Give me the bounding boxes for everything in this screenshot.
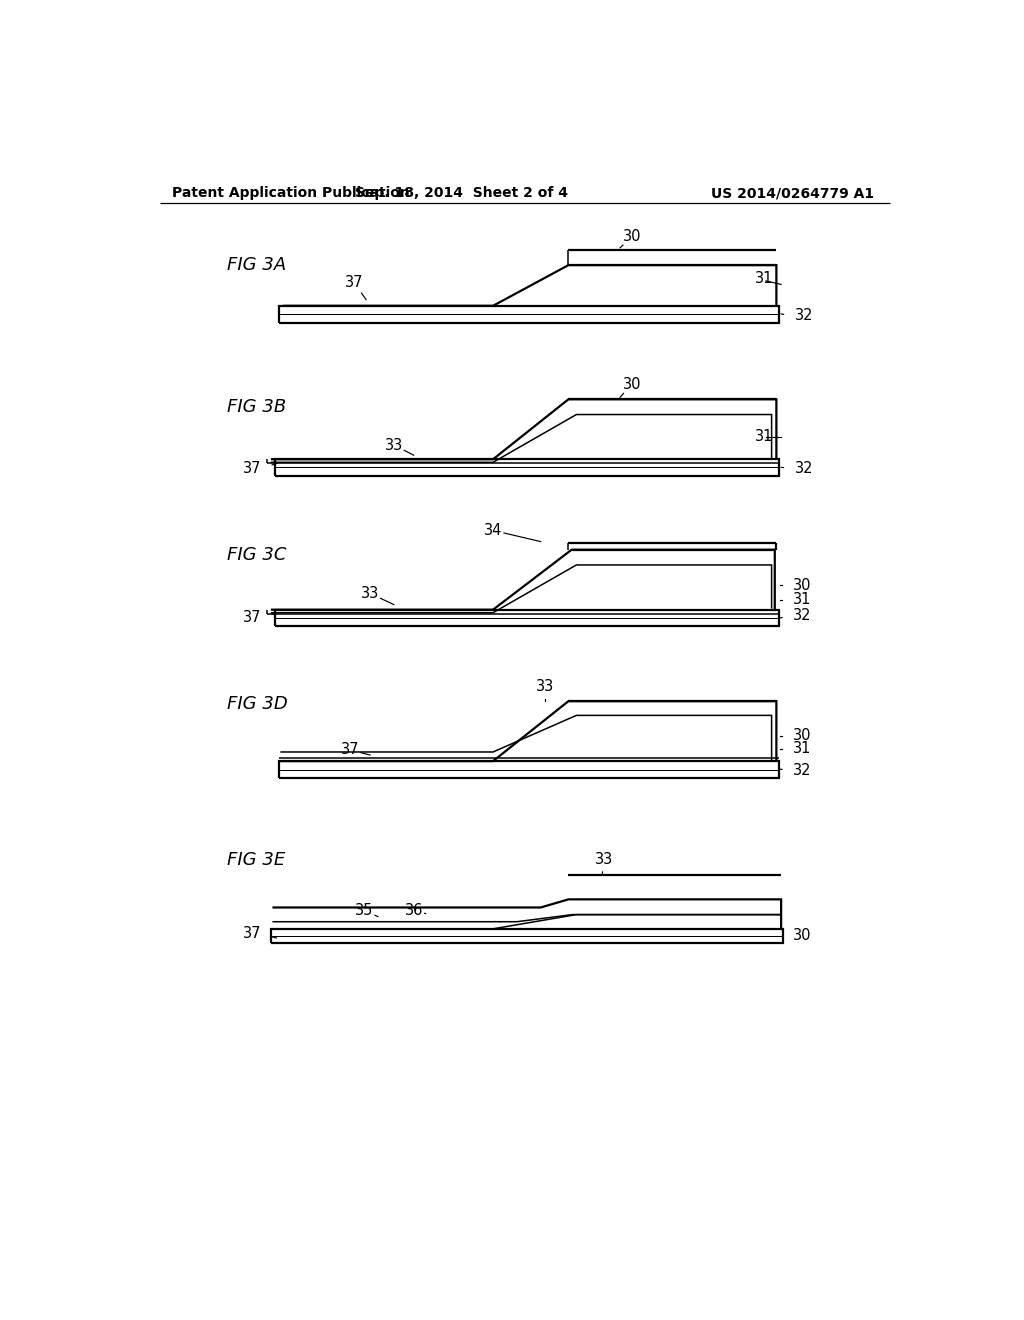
Text: 37: 37 [243, 927, 261, 941]
Text: 31: 31 [755, 271, 773, 286]
Text: 37: 37 [243, 610, 261, 626]
Text: 35: 35 [355, 903, 374, 917]
Text: 33: 33 [360, 586, 379, 601]
Text: 36: 36 [404, 903, 423, 917]
Text: 33: 33 [536, 680, 554, 694]
Text: 32: 32 [793, 763, 812, 777]
Text: 30: 30 [793, 729, 812, 743]
Text: FIG 3D: FIG 3D [227, 696, 288, 713]
Text: 37: 37 [243, 461, 261, 477]
Text: 33: 33 [595, 853, 613, 867]
Text: 30: 30 [623, 376, 641, 392]
Text: 31: 31 [793, 742, 811, 756]
Text: 34: 34 [484, 523, 502, 539]
Text: 32: 32 [795, 309, 813, 323]
Text: 31: 31 [755, 429, 773, 445]
Text: 31: 31 [793, 591, 811, 607]
Text: US 2014/0264779 A1: US 2014/0264779 A1 [711, 186, 873, 201]
Text: 32: 32 [793, 609, 812, 623]
Text: Sep. 18, 2014  Sheet 2 of 4: Sep. 18, 2014 Sheet 2 of 4 [354, 186, 568, 201]
Text: 32: 32 [795, 461, 813, 477]
Text: 30: 30 [793, 928, 812, 944]
Text: 37: 37 [345, 275, 364, 290]
Text: 30: 30 [623, 230, 641, 244]
Text: FIG 3B: FIG 3B [227, 399, 287, 416]
Text: 37: 37 [341, 742, 359, 758]
Text: FIG 3A: FIG 3A [227, 256, 287, 275]
Text: FIG 3C: FIG 3C [227, 545, 287, 564]
Text: 33: 33 [385, 437, 403, 453]
Text: Patent Application Publication: Patent Application Publication [172, 186, 410, 201]
Text: 30: 30 [793, 578, 812, 593]
Text: FIG 3E: FIG 3E [227, 850, 286, 869]
